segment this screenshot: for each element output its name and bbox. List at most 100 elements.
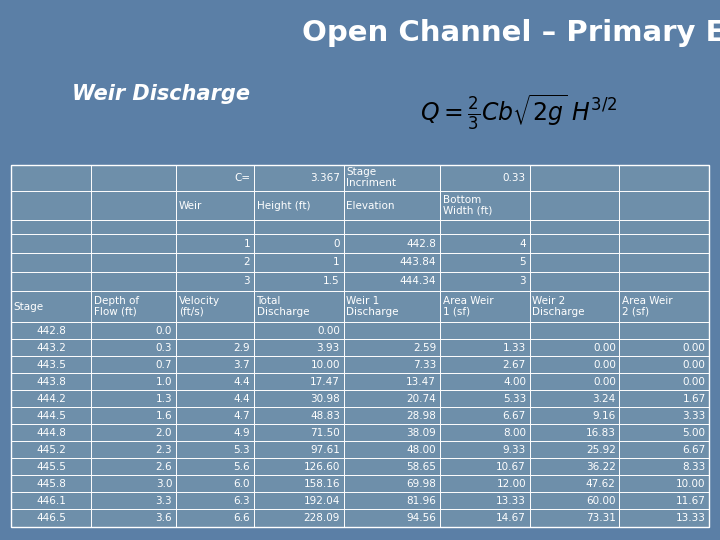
Text: Total
Discharge: Total Discharge xyxy=(256,296,309,317)
Text: 1.6: 1.6 xyxy=(156,411,172,421)
Bar xyxy=(529,458,619,476)
Bar xyxy=(11,340,91,356)
Bar xyxy=(253,291,343,322)
Bar xyxy=(343,340,440,356)
Bar xyxy=(343,476,440,492)
Text: 3: 3 xyxy=(519,276,526,286)
Bar xyxy=(11,291,91,322)
Text: 14.67: 14.67 xyxy=(496,513,526,523)
Bar xyxy=(11,322,91,340)
Bar xyxy=(176,476,253,492)
Bar xyxy=(529,390,619,408)
Text: 2.3: 2.3 xyxy=(156,445,172,455)
Bar xyxy=(440,424,529,442)
Bar xyxy=(176,458,253,476)
Bar xyxy=(176,408,253,424)
Bar xyxy=(619,374,709,390)
Bar xyxy=(11,458,91,476)
Text: 47.62: 47.62 xyxy=(586,479,616,489)
Bar xyxy=(529,476,619,492)
Bar xyxy=(91,458,176,476)
Text: 5.3: 5.3 xyxy=(233,445,250,455)
Bar xyxy=(11,374,91,390)
Text: Weir: Weir xyxy=(179,200,202,211)
Text: 6.67: 6.67 xyxy=(503,411,526,421)
Text: 445.8: 445.8 xyxy=(36,479,66,489)
Text: 38.09: 38.09 xyxy=(406,428,436,438)
Text: Weir 1
Discharge: Weir 1 Discharge xyxy=(346,296,399,317)
Text: 1.3: 1.3 xyxy=(156,394,172,404)
Text: Weir 2
Discharge: Weir 2 Discharge xyxy=(532,296,585,317)
Text: 126.60: 126.60 xyxy=(304,462,340,472)
Bar xyxy=(91,492,176,510)
Bar xyxy=(343,424,440,442)
Text: 1: 1 xyxy=(243,239,250,248)
Text: 3.0: 3.0 xyxy=(156,479,172,489)
Text: 48.00: 48.00 xyxy=(407,445,436,455)
Bar xyxy=(343,356,440,374)
Text: 445.5: 445.5 xyxy=(36,462,66,472)
Text: 10.67: 10.67 xyxy=(496,462,526,472)
Bar xyxy=(253,510,343,526)
Bar xyxy=(529,272,619,291)
Text: Area Weir
2 (sf): Area Weir 2 (sf) xyxy=(622,296,673,317)
Text: 30.98: 30.98 xyxy=(310,394,340,404)
Bar xyxy=(11,253,91,272)
Text: 97.61: 97.61 xyxy=(310,445,340,455)
Text: 13.47: 13.47 xyxy=(406,377,436,387)
Text: 3.3: 3.3 xyxy=(156,496,172,506)
Text: 3.93: 3.93 xyxy=(317,343,340,353)
Bar xyxy=(440,191,529,220)
Text: 2.9: 2.9 xyxy=(233,343,250,353)
Bar xyxy=(529,291,619,322)
Bar xyxy=(440,476,529,492)
Bar xyxy=(440,442,529,458)
Bar xyxy=(91,390,176,408)
Text: 1.67: 1.67 xyxy=(683,394,706,404)
Bar xyxy=(343,291,440,322)
Text: 25.92: 25.92 xyxy=(586,445,616,455)
Bar xyxy=(176,356,253,374)
Text: 0.00: 0.00 xyxy=(317,326,340,336)
Text: 6.6: 6.6 xyxy=(233,513,250,523)
Text: Weir Discharge: Weir Discharge xyxy=(72,84,250,104)
Text: C=: C= xyxy=(234,173,250,183)
Bar xyxy=(176,272,253,291)
Text: 0.00: 0.00 xyxy=(593,343,616,353)
Bar xyxy=(91,356,176,374)
Text: 94.56: 94.56 xyxy=(406,513,436,523)
Text: 28.98: 28.98 xyxy=(406,411,436,421)
Bar xyxy=(440,408,529,424)
Text: 3.6: 3.6 xyxy=(156,513,172,523)
Bar xyxy=(176,220,253,234)
Bar xyxy=(176,253,253,272)
Bar xyxy=(529,165,619,191)
Text: 2.0: 2.0 xyxy=(156,428,172,438)
Text: 443.2: 443.2 xyxy=(36,343,66,353)
Text: 73.31: 73.31 xyxy=(586,513,616,523)
Bar xyxy=(91,424,176,442)
Bar xyxy=(343,191,440,220)
Bar xyxy=(343,220,440,234)
Text: 0: 0 xyxy=(333,239,340,248)
Bar xyxy=(619,356,709,374)
Text: 3.24: 3.24 xyxy=(593,394,616,404)
Bar xyxy=(11,356,91,374)
Text: Elevation: Elevation xyxy=(346,200,395,211)
Bar xyxy=(176,191,253,220)
Text: 444.8: 444.8 xyxy=(36,428,66,438)
Bar xyxy=(440,374,529,390)
Bar xyxy=(11,408,91,424)
Text: Stage: Stage xyxy=(14,301,44,312)
Text: 446.5: 446.5 xyxy=(36,513,66,523)
Text: 443.8: 443.8 xyxy=(36,377,66,387)
Bar xyxy=(619,442,709,458)
Text: 4.4: 4.4 xyxy=(233,394,250,404)
Bar xyxy=(253,272,343,291)
Text: 444.2: 444.2 xyxy=(36,394,66,404)
Text: 0.00: 0.00 xyxy=(683,377,706,387)
Bar xyxy=(619,390,709,408)
Bar xyxy=(343,442,440,458)
Text: 1.0: 1.0 xyxy=(156,377,172,387)
Bar xyxy=(11,220,91,234)
